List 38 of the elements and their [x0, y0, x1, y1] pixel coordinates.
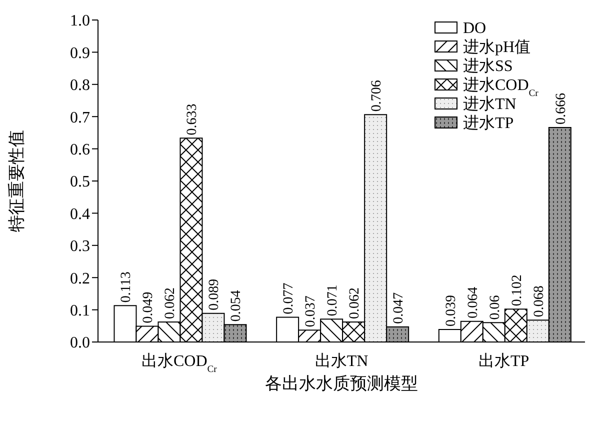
y-tick-label: 0.3	[70, 238, 90, 256]
data-label: 0.06	[488, 295, 503, 320]
y-tick-label: 0.6	[70, 141, 90, 158]
data-label: 0.062	[348, 288, 363, 320]
data-label: 0.039	[444, 294, 459, 326]
data-label: 0.102	[510, 274, 525, 306]
y-tick-label: 1.0	[70, 12, 90, 30]
y-tick-label: 0.1	[70, 302, 90, 320]
y-tick-label: 0.4	[70, 206, 90, 223]
legend-label: DO	[463, 20, 486, 37]
legend-label: 进水TP	[463, 114, 514, 132]
y-tick-label: 0.2	[70, 270, 90, 288]
legend-label: 进水SS	[463, 57, 513, 75]
data-label: 0.062	[163, 288, 178, 320]
data-label: 0.077	[282, 282, 297, 314]
data-label: 0.089	[207, 278, 222, 310]
data-label: 0.666	[554, 93, 569, 125]
data-label: 0.064	[466, 286, 481, 318]
y-tick-label: 0.0	[70, 334, 90, 352]
x-tick-label: 出水TP	[478, 352, 530, 370]
data-label: 0.037	[304, 296, 319, 328]
y-tick-label: 0.7	[70, 109, 90, 126]
y-axis-title: 特征重要性值	[7, 130, 26, 232]
data-label: 0.113	[119, 272, 134, 303]
x-tick-label: 出水COD$_{Cr}$	[141, 352, 218, 374]
data-label: 0.047	[392, 292, 407, 324]
data-label: 0.049	[141, 292, 156, 324]
x-tick-label: 出水TN	[314, 352, 369, 370]
data-label: 0.068	[532, 286, 547, 318]
data-label: 0.071	[326, 284, 341, 316]
y-tick-label: 0.9	[70, 44, 90, 62]
data-label: 0.633	[185, 104, 200, 136]
y-tick-label: 0.8	[70, 77, 90, 94]
x-axis-title: 各出水水质预测模型	[265, 374, 418, 393]
data-label: 0.054	[229, 290, 244, 322]
y-tick-label: 0.5	[70, 174, 90, 191]
data-label: 0.706	[370, 80, 385, 112]
legend-label: 进水pH值	[463, 38, 531, 56]
